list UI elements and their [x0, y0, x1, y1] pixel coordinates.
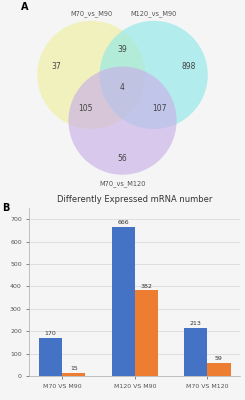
Text: 170: 170: [45, 331, 56, 336]
Text: M70_vs_M90: M70_vs_M90: [70, 10, 112, 17]
Text: 37: 37: [51, 62, 61, 71]
Bar: [135, 290, 158, 376]
Text: 56: 56: [118, 154, 127, 162]
Text: M70_vs_M120: M70_vs_M120: [99, 180, 146, 187]
Text: 107: 107: [153, 104, 167, 113]
Bar: [184, 328, 207, 376]
Bar: [39, 338, 62, 376]
Text: 898: 898: [182, 62, 196, 71]
Bar: [62, 373, 86, 376]
Text: 382: 382: [140, 284, 152, 289]
Text: 15: 15: [70, 366, 78, 371]
Text: 213: 213: [190, 322, 202, 326]
Bar: [207, 363, 231, 376]
Circle shape: [100, 21, 208, 129]
Bar: [111, 227, 135, 376]
Text: B: B: [2, 203, 10, 213]
Text: M120_vs_M90: M120_vs_M90: [131, 10, 177, 17]
Circle shape: [37, 21, 145, 129]
Text: 4: 4: [120, 83, 125, 92]
Text: A: A: [21, 2, 28, 12]
Circle shape: [68, 66, 177, 175]
Title: Differently Expressed mRNA number: Differently Expressed mRNA number: [57, 196, 212, 204]
Text: 105: 105: [78, 104, 92, 113]
Text: 59: 59: [215, 356, 223, 361]
Text: 666: 666: [117, 220, 129, 225]
Text: 39: 39: [118, 46, 127, 54]
